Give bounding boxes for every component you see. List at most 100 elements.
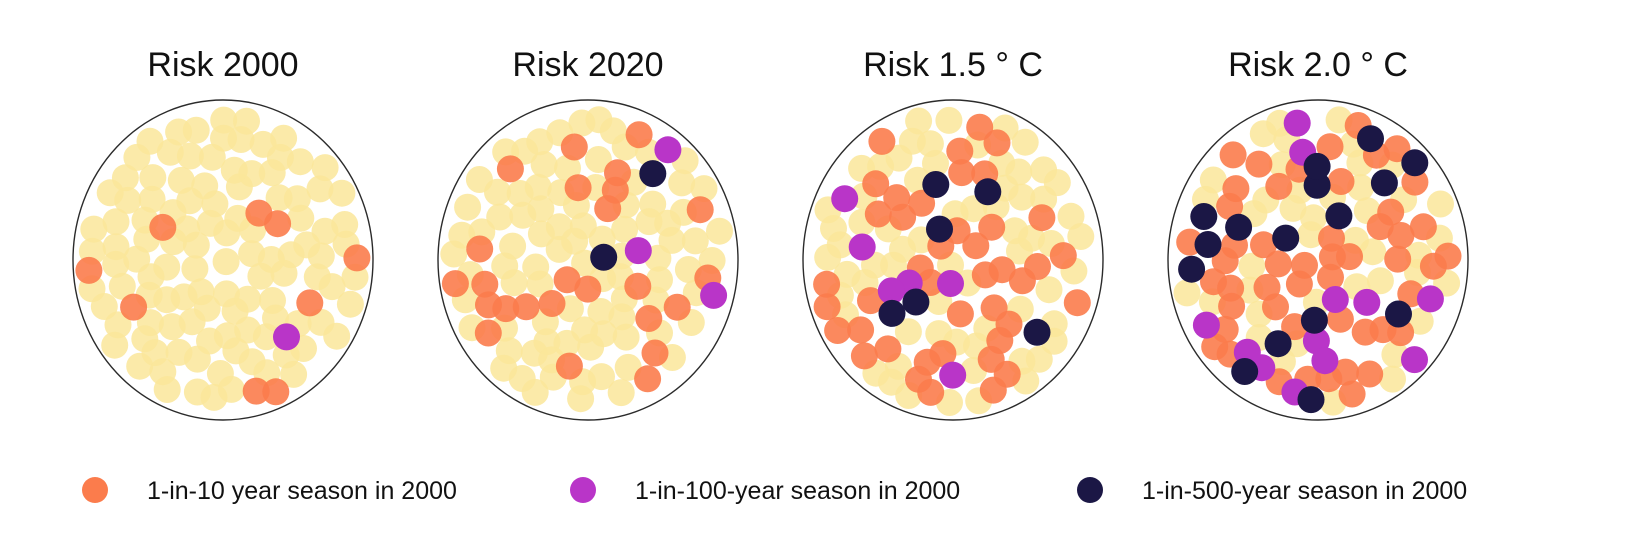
legend-label: 1-in-10 year season in 2000: [147, 477, 457, 505]
dot-one-in-10: [1316, 133, 1344, 161]
dot-one-in-10: [946, 300, 974, 328]
dot-one-in-10: [296, 289, 324, 317]
dot-one-in-10: [466, 235, 494, 263]
dot-one-in-100: [939, 361, 967, 389]
dot-base: [138, 185, 166, 213]
dot-one-in-10: [686, 196, 714, 224]
dot-base: [270, 124, 298, 152]
dot-one-in-500: [1190, 203, 1218, 230]
dot-base: [217, 375, 245, 403]
dot-base: [1057, 202, 1085, 230]
dot-base: [280, 360, 308, 388]
dot-one-in-500: [902, 288, 930, 316]
dot-base: [1199, 166, 1227, 194]
dot-one-in-10: [625, 121, 653, 149]
dot-base: [306, 175, 334, 203]
dot-one-in-500: [1272, 224, 1300, 252]
dot-base: [220, 156, 248, 184]
dot-base: [1379, 365, 1406, 393]
legend-item: 1-in-500-year season in 2000: [1077, 477, 1467, 505]
dot-base: [440, 240, 468, 268]
dot-base: [567, 385, 595, 413]
dot-base: [183, 345, 211, 373]
dot-base: [328, 179, 356, 207]
dot-one-in-100: [1283, 109, 1311, 137]
dot-one-in-10: [1250, 231, 1277, 259]
dot-base: [608, 303, 636, 331]
dot-one-in-10: [512, 293, 540, 321]
dot-one-in-500: [922, 171, 950, 198]
dot-base: [1173, 279, 1201, 307]
dot-one-in-500: [1297, 386, 1325, 414]
dot-base: [530, 151, 558, 178]
dot-base: [222, 337, 250, 365]
dot-base: [123, 143, 151, 171]
dot-base: [611, 215, 639, 243]
dot-base: [1238, 252, 1266, 280]
dot-base: [1035, 276, 1063, 304]
dot-base: [102, 208, 130, 236]
dot-one-in-10: [1317, 263, 1344, 291]
dot-one-in-100: [654, 136, 682, 164]
dot-one-in-10: [1401, 168, 1429, 196]
dot-base: [153, 286, 181, 314]
dot-one-in-10: [1024, 253, 1051, 280]
dot-base: [1366, 267, 1394, 295]
dot-base: [612, 323, 640, 351]
dot-one-in-10: [555, 352, 583, 380]
panel-2: Risk 2020: [437, 46, 739, 421]
dot-one-in-10: [813, 293, 841, 321]
dot-one-in-10: [874, 335, 902, 363]
dot-base: [590, 320, 618, 348]
dot-one-in-500: [639, 160, 667, 188]
dot-one-in-10: [889, 203, 917, 231]
dot-one-in-10: [868, 127, 896, 155]
dot-one-in-10: [471, 270, 499, 298]
dot-one-in-100: [700, 281, 728, 309]
legend-label: 1-in-500-year season in 2000: [1142, 477, 1467, 505]
dot-base: [1067, 223, 1095, 250]
dot-base: [1008, 183, 1036, 211]
panel-1: Risk 2000: [72, 46, 374, 421]
dot-base: [454, 193, 482, 221]
dot-one-in-10: [962, 232, 990, 260]
dot-one-in-10: [1265, 172, 1293, 200]
dot-one-in-10: [635, 305, 663, 332]
dot-one-in-10: [262, 378, 290, 406]
dot-base: [90, 293, 118, 320]
dot-base: [104, 311, 132, 339]
dot-base: [165, 118, 193, 146]
dot-one-in-10: [980, 294, 1008, 322]
dot-one-in-10: [946, 137, 974, 165]
dot-one-in-10: [1245, 150, 1273, 178]
dot-base: [561, 227, 589, 255]
dot-one-in-10: [120, 293, 148, 321]
dot-base: [257, 246, 285, 273]
dot-one-in-10: [1434, 242, 1462, 270]
dot-base: [265, 184, 293, 212]
panel-title: Risk 2020: [512, 46, 663, 84]
dot-base: [336, 290, 364, 318]
dot-base: [584, 146, 612, 173]
dot-one-in-10: [242, 377, 270, 405]
dot-one-in-10: [343, 244, 371, 272]
dot-one-in-500: [1385, 300, 1412, 328]
dot-one-in-10: [641, 339, 669, 367]
dot-base: [1011, 128, 1039, 156]
dot-one-in-500: [1231, 358, 1259, 385]
dot-base: [323, 322, 351, 350]
dot-base: [658, 226, 686, 254]
dot-base: [1297, 221, 1325, 249]
dot-one-in-500: [1178, 255, 1206, 283]
dot-base: [102, 250, 130, 278]
dot-one-in-10: [857, 287, 884, 315]
dot-one-in-10: [475, 291, 502, 319]
dot-one-in-10: [929, 340, 957, 368]
dot-base: [568, 109, 596, 137]
dot-one-in-10: [1216, 192, 1244, 220]
dot-base: [233, 107, 260, 135]
dot-base: [137, 263, 165, 291]
panel-title: Risk 2.0 ° C: [1228, 46, 1408, 84]
dot-one-in-10: [663, 293, 691, 321]
dot-base: [287, 204, 315, 232]
